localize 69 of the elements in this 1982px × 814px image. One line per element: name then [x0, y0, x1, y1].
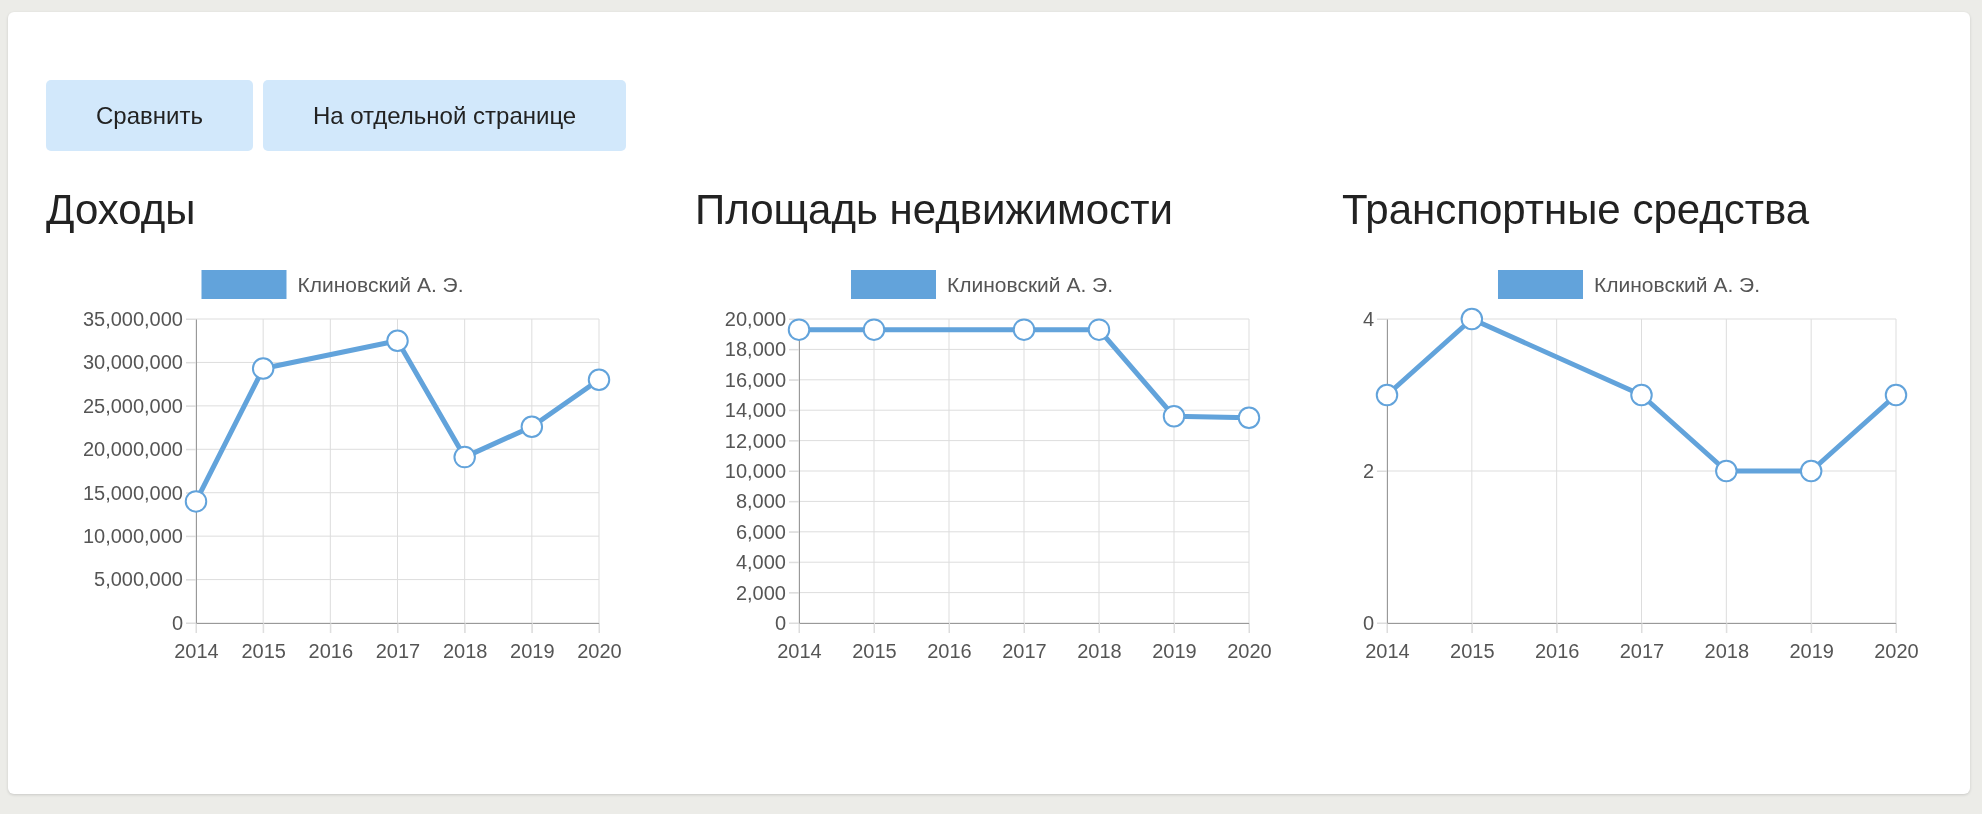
y-tick-label: 30,000,000 — [82, 351, 183, 374]
x-tick-label: 2014 — [1365, 640, 1410, 662]
y-tick-label: 25,000,000 — [82, 394, 183, 417]
y-tick-label: 10,000,000 — [82, 525, 183, 548]
y-tick-label: 0 — [774, 611, 786, 634]
point — [1012, 318, 1036, 341]
point — [1715, 459, 1738, 483]
y-tick-label: 6,000 — [735, 520, 786, 543]
legend-label: Клиновский А. Э. — [297, 273, 464, 296]
point — [184, 490, 208, 513]
point — [520, 415, 544, 438]
y-tick-label: 0 — [171, 611, 183, 634]
chart-title: Площадь недвижимости — [695, 186, 1173, 233]
y-tick-label: 2,000 — [735, 581, 786, 604]
legend-label: Клиновский А. Э. — [1593, 273, 1761, 296]
y-tick-label: 20,000,000 — [82, 438, 183, 461]
point — [862, 318, 886, 341]
y-tick-label: 14,000 — [724, 399, 786, 422]
x-tick-label: 2020 — [1874, 640, 1919, 662]
y-tick-label: 2 — [1362, 459, 1374, 482]
point — [1087, 318, 1111, 341]
y-tick-label: 10,000 — [724, 459, 786, 482]
x-tick-label: 2018 — [1704, 640, 1750, 662]
y-tick-label: 16,000 — [724, 368, 786, 391]
text: На отдельной странице — [262, 80, 627, 151]
x-tick-label: 2017 — [375, 640, 421, 662]
x-tick-label: 2014 — [777, 640, 822, 662]
y-tick-label: 18,000 — [724, 338, 786, 361]
chart-title: Транспортные средства — [1342, 186, 1810, 233]
point — [1799, 459, 1823, 483]
text: Сравнить — [46, 80, 253, 151]
y-tick-label: 0 — [1362, 611, 1374, 634]
x-tick-label: 2015 — [852, 640, 897, 662]
x-tick-label: 2017 — [1002, 640, 1047, 662]
x-tick-label: 2020 — [577, 640, 622, 662]
point — [453, 445, 476, 469]
x-tick-label: 2019 — [1789, 640, 1834, 662]
y-tick-label: 5,000,000 — [94, 568, 183, 591]
point — [1884, 383, 1908, 407]
x-tick-label: 2019 — [1152, 640, 1197, 662]
y-tick-label: 4 — [1362, 307, 1374, 330]
point — [1162, 405, 1186, 428]
y-tick-label: 35,000,000 — [82, 307, 183, 330]
x-tick-label: 2018 — [442, 640, 488, 662]
point — [386, 329, 409, 352]
x-tick-label: 2015 — [241, 640, 286, 662]
y-tick-label: 8,000 — [735, 490, 786, 513]
y-tick-label: 15,000,000 — [82, 481, 183, 504]
x-tick-label: 2017 — [1619, 640, 1665, 662]
point — [787, 318, 811, 341]
x-tick-label: 2016 — [927, 640, 972, 662]
x-tick-label: 2016 — [1534, 640, 1580, 662]
point — [587, 368, 611, 392]
x-tick-label: 2019 — [510, 640, 555, 662]
x-tick-label: 2020 — [1227, 640, 1272, 662]
y-tick-label: 20,000 — [724, 307, 786, 330]
point — [1237, 406, 1261, 430]
x-tick-label: 2014 — [174, 640, 219, 662]
y-tick-label: 4,000 — [735, 551, 786, 574]
y-tick-label: 12,000 — [724, 429, 786, 452]
point — [1375, 383, 1399, 407]
point — [251, 357, 275, 380]
legend-label: Клиновский А. Э. — [946, 273, 1114, 296]
point — [1630, 383, 1653, 407]
x-tick-label: 2018 — [1077, 640, 1122, 662]
x-tick-label: 2016 — [308, 640, 354, 662]
point — [1460, 307, 1484, 331]
chart-title: Доходы — [46, 186, 196, 233]
x-tick-label: 2015 — [1450, 640, 1495, 662]
